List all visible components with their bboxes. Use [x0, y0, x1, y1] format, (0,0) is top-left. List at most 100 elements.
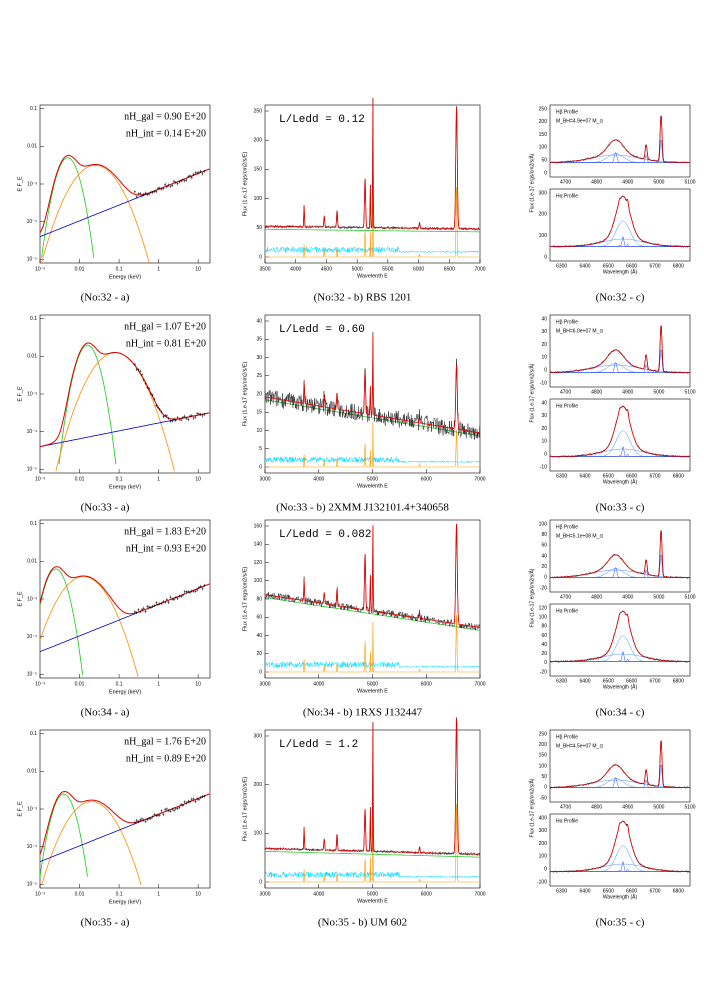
x-tick-label: 4700: [560, 594, 571, 600]
y-tick-label: 150: [539, 132, 548, 138]
data-point: [192, 416, 195, 420]
data-point: [146, 193, 149, 197]
data-point: [185, 178, 188, 182]
x-tick-label: 0.1: [116, 891, 123, 897]
data-point: [199, 169, 202, 173]
x-tick-label: 6800: [673, 263, 684, 269]
data-point: [141, 194, 143, 198]
data-point: [167, 809, 170, 813]
y-axis-label: Flux (1.e-17 ergs/cm2/s/Å): [528, 153, 535, 212]
x-axis-label: Wavelength (Å): [603, 893, 638, 900]
x-tick-label: 7000: [474, 891, 485, 897]
y-tick-label: 25: [256, 373, 262, 379]
data-point: [201, 172, 204, 176]
y-tick-label: 40: [541, 316, 547, 322]
model-curve: [39, 566, 210, 615]
model-curve: [41, 157, 95, 258]
data-point: [157, 405, 160, 409]
y-tick-label: 10⁻⁴: [27, 429, 37, 435]
x-tick-label: 6000: [421, 476, 432, 482]
model-curve: [39, 793, 88, 877]
profile-label: Hα Profile: [556, 403, 578, 409]
data-point: [135, 195, 138, 199]
data-point: [174, 419, 177, 423]
data-point: [171, 597, 174, 601]
data-point: [199, 412, 202, 416]
data-point: [190, 797, 193, 801]
data-point: [153, 812, 156, 816]
data-point: [187, 175, 190, 179]
data-point: [183, 179, 186, 183]
data-point: [149, 392, 152, 396]
data-point: [151, 190, 154, 194]
x-tick-label: 6400: [579, 263, 590, 269]
data-point: [178, 417, 181, 421]
y-tick-label: 80: [256, 596, 262, 602]
data-point: [160, 410, 163, 414]
x-axis-label: Wavelength (Å): [603, 683, 638, 690]
data-point: [167, 416, 170, 420]
x-tick-label: 10: [195, 476, 201, 482]
data-point: [176, 597, 179, 601]
x-tick-label: 4700: [560, 804, 571, 810]
y-tick-label: 10⁻⁵: [27, 257, 37, 263]
data-point: [194, 589, 197, 593]
model-curve: [550, 635, 690, 662]
data-point: [149, 816, 152, 820]
data-point: [158, 602, 161, 606]
model-curve: [550, 610, 691, 662]
y-tick-label: 10⁻⁵: [27, 672, 37, 678]
y-tick-label: 120: [539, 605, 548, 611]
y-tick-label: -20: [540, 669, 547, 675]
data-point: [180, 418, 183, 422]
data-point: [174, 596, 177, 600]
caption: (No:32 - b) RBS 1201: [314, 292, 412, 304]
data-point: [189, 174, 192, 178]
data-point: [183, 800, 186, 804]
y-tick-label: 0: [544, 867, 547, 873]
y-tick-label: 150: [539, 753, 548, 759]
l-ledd: L/Ledd = 0.082: [279, 529, 371, 541]
y-axis-label: Flux (1.e-17 ergs/cm2/s/E): [242, 361, 248, 426]
x-tick-label: 5000: [653, 389, 664, 395]
x-axis-label: Energy (keV): [109, 274, 141, 280]
y-tick-label: 80: [541, 624, 547, 630]
y-tick-label: 10⁻³: [27, 181, 37, 187]
y-tick-label: 20: [541, 564, 547, 570]
data-point: [135, 611, 138, 615]
x-tick-label: 1: [157, 476, 160, 482]
x-tick-label: 6800: [673, 473, 684, 479]
x-tick-label: 0.01: [75, 476, 85, 482]
y-tick-label: 40: [256, 318, 262, 324]
profile-label: Hβ Profile: [556, 319, 578, 325]
x-tick-label: 3500: [259, 266, 270, 272]
model-curve: [550, 195, 691, 247]
data-point: [157, 813, 160, 817]
data-point: [133, 363, 136, 367]
model-curve: [39, 790, 210, 855]
model-curve: [41, 801, 142, 886]
x-tick-label: 5000: [352, 266, 363, 272]
data-point: [157, 186, 160, 190]
model-curve: [550, 764, 690, 788]
model-curve: [550, 430, 690, 457]
x-tick-label: 4000: [290, 266, 301, 272]
nh-int: nH_int = 0.14 E+20: [126, 128, 206, 139]
y-tick-label: 250: [254, 108, 263, 114]
data-point: [178, 805, 181, 809]
data-point: [165, 414, 168, 418]
y-tick-label: 200: [539, 841, 548, 847]
data-point: [171, 807, 174, 811]
y-tick-label: 20: [541, 342, 547, 348]
model-curve: [550, 554, 690, 578]
data-point: [183, 590, 186, 594]
x-tick-label: 4800: [591, 594, 602, 600]
data-point: [176, 416, 179, 420]
data-point: [190, 176, 193, 180]
y-axis-label: Flux (1.e-17 ergs/cm2/s/Å): [528, 568, 535, 627]
data-point: [174, 180, 177, 184]
y-axis-label: E F_E: [17, 801, 23, 817]
x-tick-label: 0.1: [116, 476, 123, 482]
data-point: [189, 800, 192, 804]
